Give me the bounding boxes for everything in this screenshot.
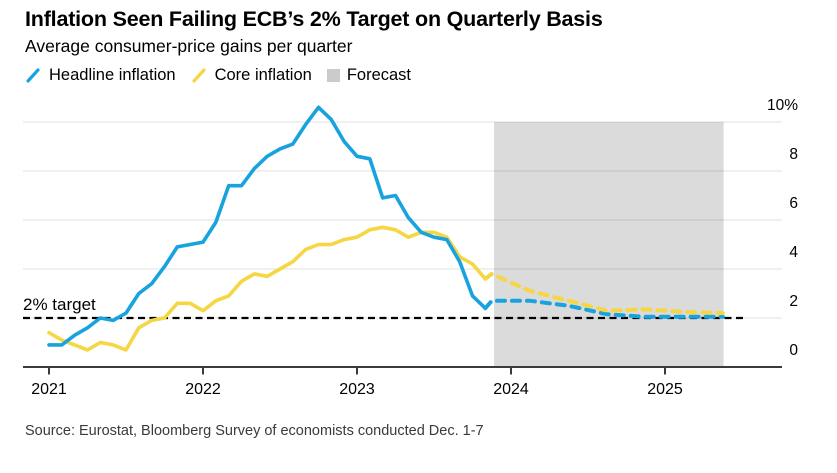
- legend-label-forecast: Forecast: [346, 66, 412, 84]
- page-title: Inflation Seen Failing ECB’s 2% Target o…: [25, 7, 603, 31]
- series-core-forecast: [483, 271, 725, 316]
- y-axis-label-6: 6: [789, 195, 798, 212]
- legend-item-forecast: Forecast: [326, 66, 412, 85]
- y-axis-label-4: 4: [789, 244, 798, 261]
- x-axis-label-2025: 2025: [647, 381, 683, 398]
- series-headline: [47, 105, 488, 347]
- source-note: Source: Eurostat, Bloomberg Survey of ec…: [25, 423, 484, 439]
- x-axis-label-2023: 2023: [339, 381, 375, 398]
- legend-item-headline: Headline inflation: [25, 66, 176, 85]
- y-axis-label-0: 0: [789, 342, 798, 359]
- series-headline-forecast: [483, 298, 725, 319]
- x-axis-label-2021: 2021: [31, 381, 67, 398]
- forecast-band: [494, 122, 724, 367]
- chart-legend: Headline inflation Core inflation Foreca…: [25, 66, 411, 85]
- series-core: [47, 225, 488, 352]
- legend-label-headline: Headline inflation: [49, 66, 176, 84]
- y-axis-label-10: 10%: [767, 97, 798, 114]
- headline-line-swatch-icon: [26, 68, 40, 83]
- chart-svg: 0 2 4 6 8 10% 2021 2022 2023 2024 2025: [23, 97, 798, 398]
- target-line-label: 2% target: [23, 295, 96, 314]
- core-line-swatch-icon: [191, 68, 206, 83]
- x-axis-label-2024: 2024: [493, 381, 529, 398]
- legend-label-core: Core inflation: [214, 66, 312, 84]
- inflation-chart: 0 2 4 6 8 10% 2021 2022 2023 2024 2025: [0, 88, 837, 406]
- legend-item-core: Core inflation: [191, 66, 312, 85]
- y-axis-label-2: 2: [789, 293, 798, 310]
- forecast-swatch-icon: [326, 69, 340, 82]
- x-axis-label-2022: 2022: [185, 381, 221, 398]
- chart-subtitle: Average consumer-price gains per quarter: [25, 36, 353, 56]
- y-axis-label-8: 8: [789, 146, 798, 163]
